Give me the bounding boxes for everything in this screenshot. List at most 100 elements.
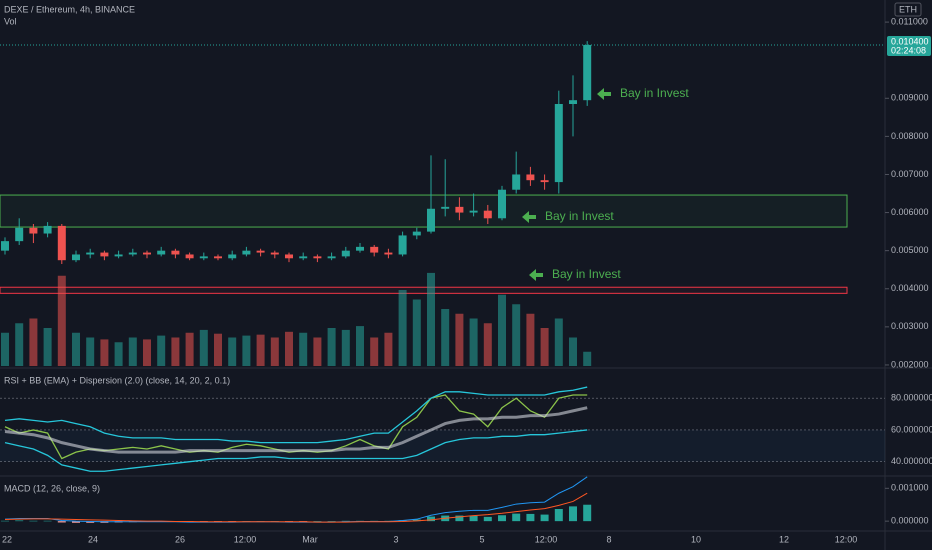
candle-body <box>57 225 66 261</box>
histogram-bar <box>569 506 577 522</box>
volume-bar <box>143 339 151 366</box>
x-tick-label: Mar <box>302 534 318 544</box>
candle-body <box>228 254 237 259</box>
volume-bar <box>370 337 379 366</box>
volume-bar <box>554 318 563 366</box>
volume-bar <box>43 328 52 366</box>
volume-bar <box>256 334 265 366</box>
histogram-bar <box>483 516 492 522</box>
arrow <box>522 211 536 223</box>
candle-body <box>114 254 123 257</box>
y-tick-label: 60.000000 <box>891 424 932 434</box>
rsi-title: RSI + BB (EMA) + Dispersion (2.0) (close… <box>4 375 230 385</box>
macd-title: MACD (12, 26, close, 9) <box>4 483 100 493</box>
volume-bar <box>412 299 421 366</box>
volume-bar <box>128 337 137 366</box>
x-tick-label: 22 <box>2 534 12 544</box>
y-tick-label: 0.011000 <box>891 16 928 26</box>
candle-body <box>171 250 180 255</box>
y-tick-label: 0.005000 <box>891 245 929 255</box>
volume-bar <box>100 339 109 366</box>
candle-body <box>327 256 336 259</box>
candle-body <box>483 210 492 219</box>
volume-bar <box>455 313 464 366</box>
histogram-bar <box>29 520 38 522</box>
candle-body <box>313 256 322 259</box>
histogram-bar <box>455 515 464 522</box>
histogram-bar <box>313 521 322 522</box>
volume-bar <box>29 318 38 366</box>
candle-body <box>540 180 549 183</box>
volume-label: Vol <box>4 16 17 26</box>
histogram-bar <box>327 521 336 522</box>
candle-body <box>29 227 38 234</box>
x-tick-label: 12 <box>779 534 789 544</box>
volume-bar <box>228 337 237 366</box>
volume-bar <box>498 294 506 366</box>
candle-body <box>469 210 478 213</box>
candle-body <box>398 235 407 255</box>
indicator-line <box>4 386 588 444</box>
volume-bar <box>86 337 95 366</box>
candle-body <box>143 252 151 255</box>
candle-body <box>412 231 421 236</box>
candle-body <box>299 256 308 259</box>
y-tick-label: 0.000000 <box>891 516 929 526</box>
countdown: 02:24:08 <box>891 45 926 55</box>
volume-bar <box>356 326 364 366</box>
volume-bar <box>398 290 407 366</box>
histogram-bar <box>341 520 350 522</box>
y-tick-label: 0.003000 <box>891 321 929 331</box>
x-tick-label: 12:00 <box>835 534 858 544</box>
candle-body <box>100 252 109 257</box>
volume-bar <box>469 318 478 366</box>
candle-body <box>1 241 9 251</box>
histogram-bar <box>498 515 506 522</box>
histogram-bar <box>526 513 535 522</box>
volume-bar <box>214 333 222 366</box>
histogram-bar <box>512 513 521 522</box>
volume-bar <box>242 335 251 366</box>
x-tick-label: 8 <box>606 534 611 544</box>
candle-body <box>157 250 166 255</box>
volume-bar <box>327 328 336 366</box>
last-price-box <box>887 35 931 56</box>
y-tick-label: 40.000000 <box>891 456 932 466</box>
candle-body <box>72 254 80 261</box>
volume-bar <box>285 331 293 366</box>
histogram-bar <box>72 521 80 523</box>
volume-bar <box>157 335 166 366</box>
volume-bar <box>72 332 80 366</box>
volume-bar <box>171 337 180 366</box>
x-tick-label: 26 <box>175 534 185 544</box>
candle-body <box>214 256 222 259</box>
candle-body <box>370 246 379 253</box>
indicator-line <box>4 429 588 472</box>
arrow <box>597 88 611 100</box>
x-tick-label: 12:00 <box>234 534 257 544</box>
candle-body <box>427 208 435 232</box>
volume-bar <box>384 332 393 366</box>
currency: ETH <box>899 4 917 14</box>
volume-bar <box>114 342 123 366</box>
candle-body <box>285 254 293 259</box>
candle-body <box>43 225 52 234</box>
candle-body <box>384 252 393 255</box>
y-tick-label: 0.004000 <box>891 283 929 293</box>
histogram-bar <box>1 520 9 522</box>
candle-body <box>526 174 535 181</box>
y-tick-label: 0.007000 <box>891 169 929 179</box>
candle-body <box>569 100 577 104</box>
histogram-bar <box>15 520 24 522</box>
x-tick-label: 3 <box>393 534 398 544</box>
candle-body <box>356 246 364 251</box>
last-price: 0.010400 <box>891 36 929 46</box>
candle-body <box>128 252 137 255</box>
volume-bar <box>583 351 592 366</box>
volume-bar <box>57 275 66 366</box>
volume-bar <box>1 332 9 366</box>
arrow <box>529 269 543 281</box>
histogram-bar <box>583 504 592 522</box>
annotation: Bay in Invest <box>545 209 614 223</box>
volume-bar <box>512 304 521 366</box>
